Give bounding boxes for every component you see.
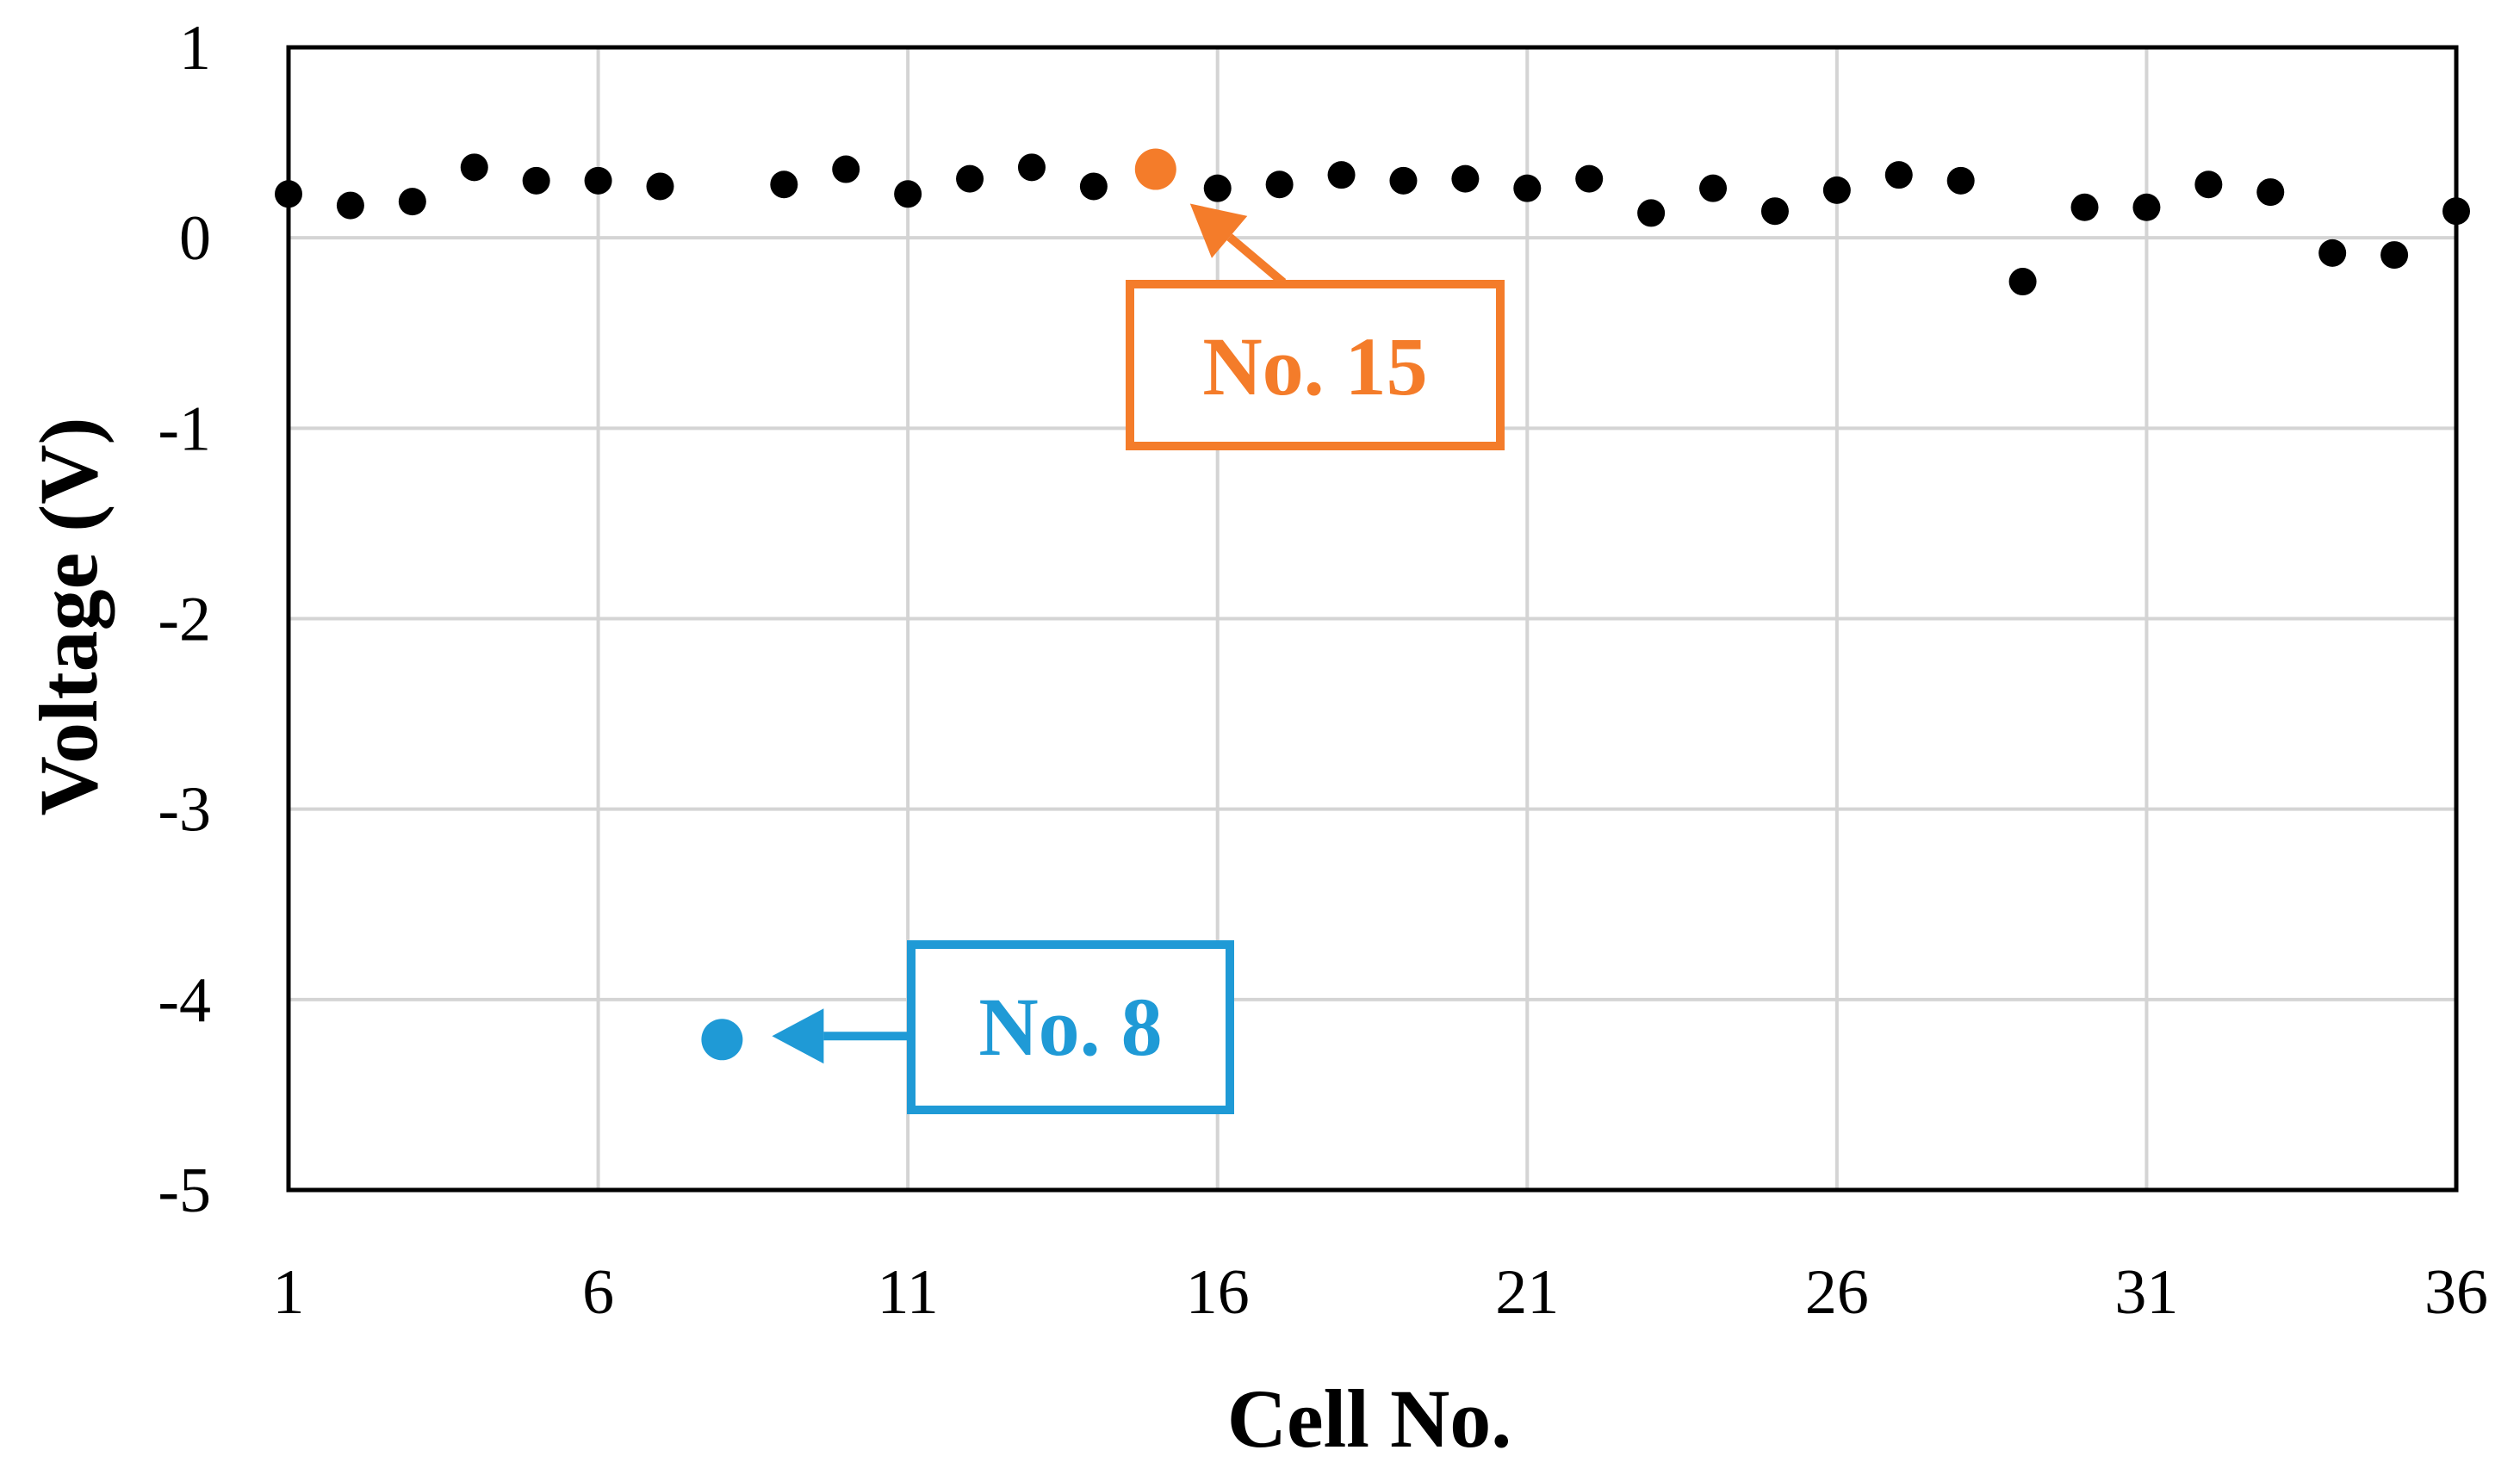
y-tick-label: 1 [179,13,211,84]
y-tick-label: -5 [158,1156,211,1226]
y-tick-labels: 1 0 -1 -2 -3 -4 -5 [158,13,211,1226]
data-point-cell-21 [1513,174,1542,202]
y-tick-label: -2 [158,585,211,655]
data-point-cell-11 [894,180,922,208]
y-tick-label: -1 [158,394,211,464]
data-point-cell-14 [1079,172,1108,201]
data-point-cell-24 [1699,174,1728,202]
y-tick-label: -3 [158,775,211,846]
data-point-cell-34 [2318,239,2347,267]
data-point-cell-1 [275,180,302,208]
data-points [275,148,2470,1061]
x-tick-label: 31 [2114,1257,2178,1328]
data-point-cell-36 [2442,197,2470,226]
callout-no-8: No. 8 [772,940,1234,1114]
x-tick-label: 11 [878,1257,939,1328]
data-point-cell-29 [2008,268,2037,296]
callout-arrowhead-no-8 [772,1008,824,1064]
data-point-cell-27 [1884,161,1913,189]
data-point-cell-8 [701,1019,743,1061]
data-point-cell-7 [646,172,674,201]
data-point-cell-6 [584,166,612,195]
data-point-cell-4 [460,153,488,182]
callouts: No. 15 No. 8 [772,203,1505,1114]
data-point-cell-15 [1134,148,1176,190]
data-point-cell-22 [1575,164,1604,193]
x-tick-labels: 1 6 11 16 21 26 31 36 [273,1257,2489,1328]
data-point-cell-31 [2132,193,2161,221]
data-point-cell-13 [1017,153,1046,182]
callout-arrowhead-no-15 [1189,203,1248,258]
data-point-cell-33 [2256,178,2285,207]
data-point-cell-35 [2380,241,2409,270]
data-point-cell-9 [770,170,798,199]
x-tick-label: 6 [582,1257,614,1328]
y-axis-title: Voltage (V) [22,417,115,815]
data-point-cell-12 [956,164,984,193]
x-tick-label: 36 [2424,1257,2488,1328]
data-point-cell-5 [522,166,550,195]
data-point-cell-28 [1946,166,1975,195]
data-point-cell-17 [1265,170,1294,199]
x-tick-label: 21 [1495,1257,1559,1328]
data-point-cell-10 [832,155,860,183]
data-point-cell-25 [1760,197,1789,226]
callout-label-no-15: No. 15 [1202,320,1427,412]
data-point-cell-26 [1822,176,1851,204]
x-tick-label: 26 [1805,1257,1869,1328]
callout-no-15: No. 15 [1126,203,1505,450]
x-axis-title: Cell No. [1227,1373,1512,1465]
data-point-cell-20 [1451,164,1480,193]
x-tick-label: 1 [273,1257,305,1328]
data-point-cell-2 [336,191,364,220]
data-point-cell-30 [2070,193,2099,221]
data-point-cell-23 [1637,199,1666,227]
plot-frame [286,45,2459,1193]
grid-lines [287,46,2458,1192]
y-tick-label: -4 [158,965,211,1036]
callout-label-no-8: No. 8 [978,981,1162,1073]
data-point-cell-18 [1327,161,1356,189]
data-point-cell-32 [2194,170,2223,199]
callout-box-no-15 [1126,280,1505,450]
y-tick-label: 0 [179,203,211,274]
data-point-cell-16 [1203,174,1232,202]
x-tick-label: 16 [1186,1257,1250,1328]
data-point-cell-3 [398,188,426,216]
data-point-cell-19 [1389,166,1418,195]
callout-arrow-no-15 [1226,233,1287,286]
callout-box-no-8 [907,940,1234,1114]
